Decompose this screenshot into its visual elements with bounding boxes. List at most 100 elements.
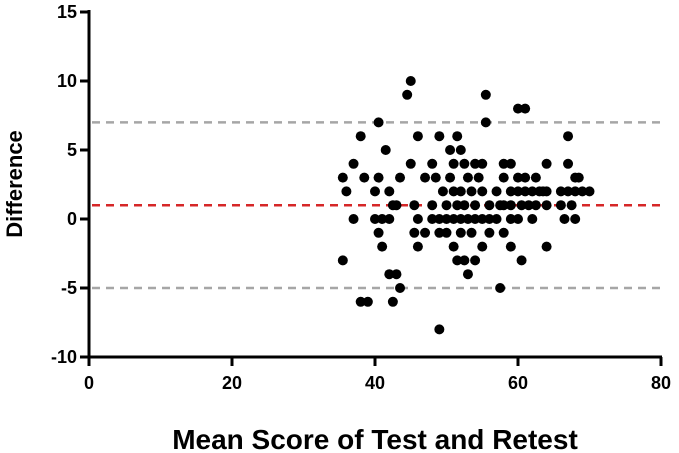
data-point [402,89,413,100]
data-point [430,172,441,183]
data-point [348,214,359,224]
data-point [484,214,495,224]
data-point [530,200,541,211]
data-point [555,200,566,211]
data-point [384,214,395,224]
data-point [498,158,509,169]
y-tick-label: 5 [67,140,77,160]
scatter-points [337,76,595,335]
data-point [405,158,416,169]
data-point [412,131,423,142]
data-point [359,172,370,183]
data-point [427,158,438,169]
data-point [448,158,459,169]
data-point [527,214,538,224]
data-point [477,241,488,252]
y-tick-label: 10 [57,71,77,91]
data-point [570,214,581,224]
data-point [387,296,398,307]
data-point [505,158,516,169]
data-point [520,103,531,114]
data-point [384,186,395,197]
data-point [523,200,534,211]
data-point [577,186,588,197]
data-point [427,200,438,211]
data-point [563,158,574,169]
data-point [380,145,391,155]
x-tick-label: 40 [365,373,385,393]
data-point [455,145,466,155]
data-point [513,103,523,114]
data-point [541,186,552,197]
axes [87,10,662,359]
data-point [563,131,574,142]
data-point [445,172,456,183]
data-point [370,186,380,197]
data-point [448,186,459,197]
data-point [405,76,416,86]
data-point [573,172,584,183]
data-point [373,117,384,128]
data-point [377,241,388,252]
data-point [455,227,466,238]
data-point [498,200,509,211]
data-point [434,227,445,238]
data-point [462,269,473,280]
data-point [477,158,488,169]
data-point [477,214,488,224]
data-point [434,324,445,335]
data-point [377,214,388,224]
data-point [520,186,531,197]
data-point [505,214,516,224]
data-point [505,241,516,252]
data-point [513,214,523,224]
data-point [470,200,481,211]
data-point [455,214,466,224]
data-point [459,255,470,266]
x-tick-label: 20 [222,373,242,393]
data-point [445,145,456,155]
data-point [434,131,445,142]
data-point [559,214,570,224]
x-tick-label: 0 [84,373,94,393]
data-point [466,227,477,238]
data-point [505,200,516,211]
data-point [448,241,459,252]
data-point [391,269,402,280]
data-point [462,172,473,183]
data-point [370,214,380,224]
x-tick-label: 60 [508,373,528,393]
data-point [391,200,402,211]
data-point [480,89,491,100]
data-point [527,186,538,197]
data-point [434,214,445,224]
data-point [452,200,463,211]
data-point [337,255,348,266]
data-point [409,200,420,211]
data-point [498,227,509,238]
data-point [459,200,470,211]
data-point [452,255,463,266]
data-point [437,186,448,197]
data-point [473,172,484,183]
data-point [513,172,523,183]
data-point [459,158,470,169]
data-point [412,241,423,252]
data-point [441,227,452,238]
x-axis-title: Mean Score of Test and Retest [172,424,578,453]
data-point [470,158,481,169]
ticks: -10 -5 0 5 10 15 0 20 40 60 80 [51,2,671,393]
data-point [530,172,541,183]
data-point [455,186,466,197]
y-tick-label: 0 [67,209,77,229]
data-point [452,131,463,142]
data-point [355,131,366,142]
data-point [491,186,502,197]
data-point [373,227,384,238]
data-point [420,227,431,238]
data-point [348,158,359,169]
data-point [412,214,423,224]
data-point [395,283,406,293]
data-point [362,296,373,307]
